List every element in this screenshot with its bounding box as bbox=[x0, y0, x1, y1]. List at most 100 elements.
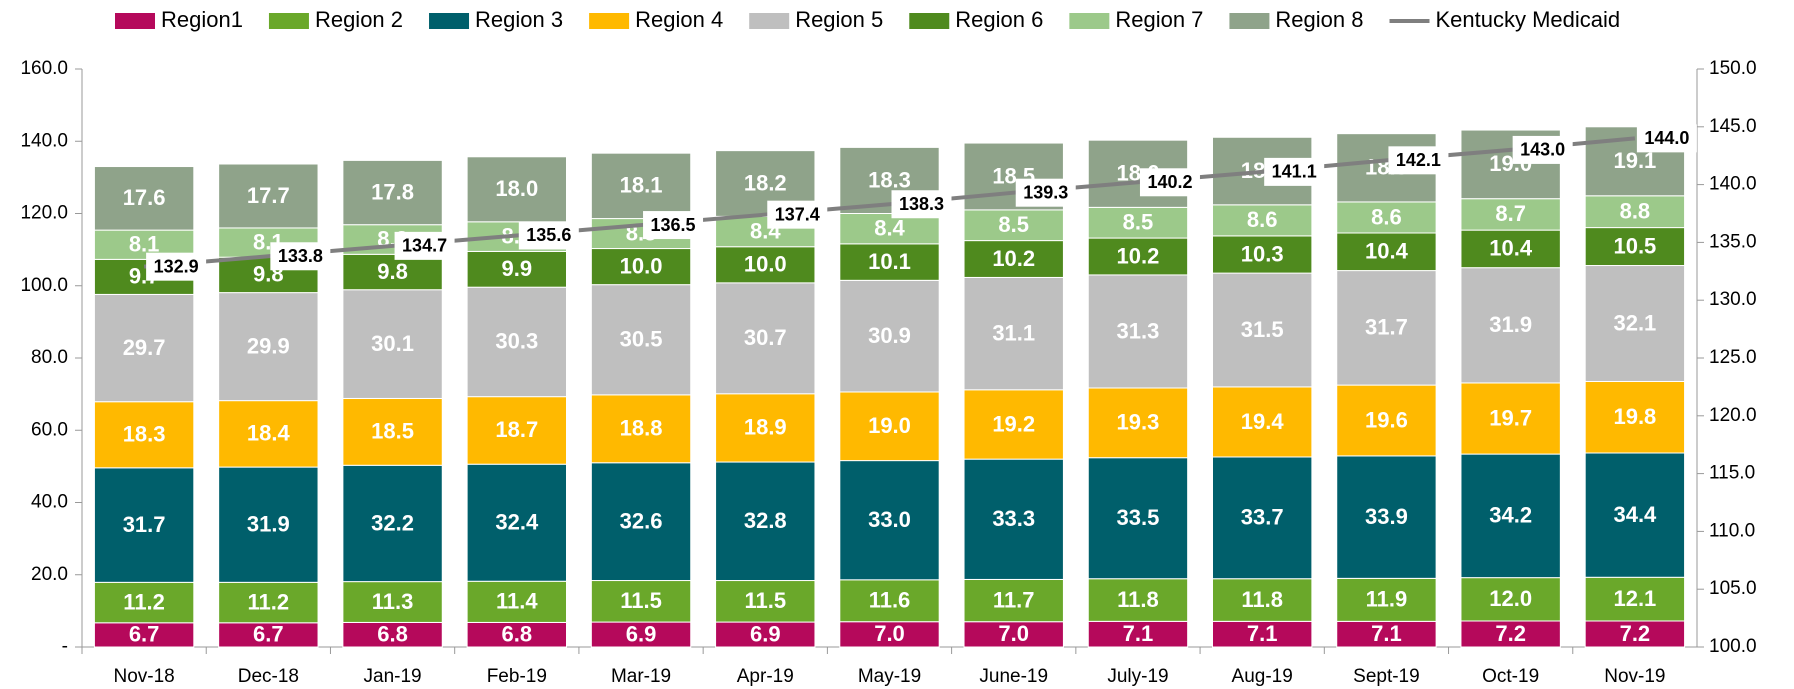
bar bbox=[1087, 387, 1189, 459]
bar bbox=[590, 284, 692, 396]
bar bbox=[1584, 265, 1686, 382]
bar bbox=[1336, 577, 1437, 622]
bar-label: 32.6 bbox=[620, 508, 663, 533]
bar-label: 8.8 bbox=[1620, 199, 1651, 224]
bar bbox=[1336, 201, 1437, 234]
line-label: 138.3 bbox=[899, 194, 944, 214]
x-tick-label: July-19 bbox=[1107, 666, 1168, 687]
line-label-box bbox=[394, 231, 455, 260]
line-label-box bbox=[891, 190, 952, 219]
bar-label: 10.1 bbox=[868, 249, 911, 274]
bar-label: 30.5 bbox=[620, 327, 663, 352]
bar-label: 18.2 bbox=[744, 170, 787, 195]
bar-label: 19.7 bbox=[1489, 405, 1532, 430]
bar bbox=[963, 209, 1064, 242]
bar bbox=[715, 393, 816, 463]
line-label-box bbox=[1139, 168, 1200, 197]
line-label-box bbox=[1015, 178, 1076, 207]
y-tick-label: 140.0 bbox=[20, 130, 68, 151]
bar-label: 7.1 bbox=[1247, 621, 1278, 646]
line-label: 136.5 bbox=[651, 215, 696, 235]
bar-label: 9.9 bbox=[502, 256, 533, 281]
x-tick-label: Dec-18 bbox=[238, 666, 299, 687]
line-label: 141.1 bbox=[1272, 162, 1317, 182]
bar bbox=[963, 578, 1064, 623]
legend-label: Region 6 bbox=[955, 7, 1043, 32]
bar-label: 31.9 bbox=[247, 512, 290, 537]
x-tick-label: Nov-19 bbox=[1604, 666, 1665, 687]
y2-tick-label: 135.0 bbox=[1709, 231, 1757, 252]
line-label: 132.9 bbox=[154, 256, 199, 276]
bar-label: 33.0 bbox=[868, 507, 911, 532]
y2-tick-label: 145.0 bbox=[1709, 116, 1757, 137]
bar-label: 19.4 bbox=[1241, 409, 1285, 434]
bar bbox=[466, 156, 567, 223]
bar-label: 32.8 bbox=[744, 508, 787, 533]
bar-label: 19.0 bbox=[868, 413, 911, 438]
bar-label: 7.0 bbox=[998, 621, 1029, 646]
bar-label: 11.4 bbox=[496, 589, 538, 614]
x-tick-label: Aug-19 bbox=[1232, 666, 1293, 687]
bar-label: 31.7 bbox=[1365, 315, 1408, 340]
legend-swatch bbox=[429, 13, 470, 29]
bar-label: 11.9 bbox=[1366, 587, 1408, 612]
bar-label: 11.8 bbox=[1241, 587, 1283, 612]
bar bbox=[218, 292, 319, 402]
bar-label: 7.1 bbox=[1371, 621, 1402, 646]
bar-label: 10.5 bbox=[1613, 233, 1656, 258]
y2-tick-label: 100.0 bbox=[1709, 636, 1757, 657]
bar-label: 8.6 bbox=[1247, 207, 1278, 232]
bar-label: 30.7 bbox=[744, 325, 787, 350]
bar bbox=[342, 397, 443, 466]
line-label-box bbox=[1636, 124, 1697, 153]
x-tick-label: Feb-19 bbox=[487, 666, 547, 687]
bar-label: 31.9 bbox=[1489, 312, 1532, 337]
x-tick-label: June-19 bbox=[979, 666, 1048, 687]
y-tick-label: - bbox=[62, 636, 68, 657]
bar-label: 18.3 bbox=[123, 422, 166, 447]
bar-label: 8.5 bbox=[998, 212, 1029, 237]
legend-swatch bbox=[589, 13, 630, 29]
x-tick-label: Nov-18 bbox=[113, 666, 174, 687]
bar bbox=[1087, 206, 1189, 239]
x-tick-label: May-19 bbox=[858, 666, 921, 687]
bar-label: 31.7 bbox=[123, 512, 166, 537]
bar-label: 6.7 bbox=[129, 622, 160, 647]
bar-label: 11.2 bbox=[248, 589, 290, 614]
line-label: 135.6 bbox=[526, 225, 571, 245]
bar bbox=[466, 463, 567, 582]
bar bbox=[1460, 229, 1561, 269]
bar-label: 7.2 bbox=[1620, 621, 1651, 646]
y2-tick-label: 140.0 bbox=[1709, 174, 1757, 195]
y-tick-label: 80.0 bbox=[31, 347, 68, 368]
bar bbox=[218, 466, 319, 583]
bar bbox=[590, 621, 692, 648]
bar-label: 29.9 bbox=[247, 333, 290, 358]
x-tick-label: Mar-19 bbox=[611, 666, 671, 687]
bar bbox=[466, 621, 567, 648]
x-tick-label: Oct-19 bbox=[1482, 666, 1539, 687]
bar bbox=[963, 276, 1064, 391]
bar bbox=[1212, 578, 1313, 622]
x-tick-label: Apr-19 bbox=[737, 666, 794, 687]
legend-label: Region1 bbox=[161, 7, 243, 32]
bar-label: 19.3 bbox=[1117, 410, 1160, 435]
bar-label: 17.6 bbox=[123, 185, 166, 210]
legend-label: Region 8 bbox=[1275, 7, 1363, 32]
legend-swatch bbox=[268, 13, 309, 29]
bar-label: 6.8 bbox=[377, 622, 408, 647]
bar bbox=[93, 166, 195, 231]
bar bbox=[1584, 195, 1686, 229]
bar bbox=[93, 401, 195, 469]
y2-tick-label: 150.0 bbox=[1709, 58, 1757, 79]
bar bbox=[466, 250, 567, 288]
bar bbox=[1460, 453, 1561, 579]
legend-swatch bbox=[1069, 13, 1110, 29]
bar bbox=[839, 621, 940, 648]
bar-label: 31.5 bbox=[1241, 317, 1284, 342]
bar bbox=[93, 467, 195, 583]
bar bbox=[1336, 620, 1437, 648]
line-label: 140.2 bbox=[1147, 172, 1192, 192]
bar bbox=[590, 462, 692, 582]
bar-label: 7.0 bbox=[874, 621, 905, 646]
